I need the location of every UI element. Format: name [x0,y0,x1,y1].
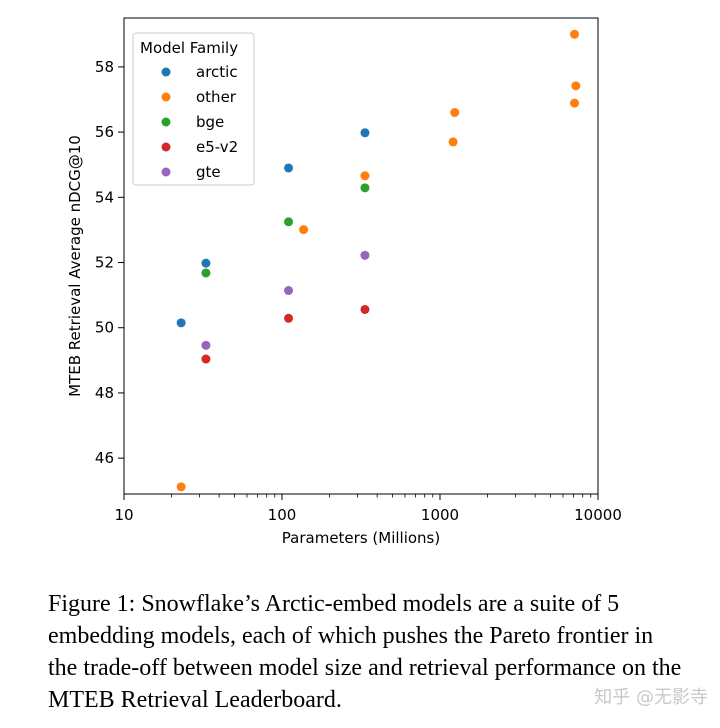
y-tick-label: 46 [95,449,114,467]
data-point-e5-v2 [284,313,294,323]
data-point-bge [360,183,370,193]
data-point-gte [360,250,370,260]
legend-label-other: other [196,88,237,106]
data-point-e5-v2 [201,354,211,364]
legend-marker-arctic [161,67,171,77]
data-point-other [176,482,186,492]
x-tick-label: 10000 [574,506,622,524]
y-tick-label: 48 [95,384,114,402]
data-point-other [569,98,579,108]
y-tick-label: 54 [95,188,114,206]
data-point-bge [201,268,211,278]
y-tick-label: 56 [95,123,114,141]
data-point-gte [284,286,294,296]
legend-marker-bge [161,117,171,127]
legend-label-e5-v2: e5-v2 [196,138,238,156]
legend: Model Family arctic other bge e5-v2 gte [132,32,255,186]
y-axis: 46 48 50 52 54 56 58 [95,58,124,467]
data-point-arctic [201,258,211,268]
watermark: 知乎 @无影寺 [594,687,708,708]
data-point-gte [201,340,211,350]
data-point-other [448,137,458,147]
scatter-chart: 10 100 1000 10000 46 48 50 52 54 56 58 Parameters… [66,17,622,547]
legend-marker-other [161,92,171,102]
y-tick-label: 50 [95,319,114,337]
data-point-other [569,29,579,39]
legend-items: arctic other bge e5-v2 gte [161,63,238,181]
data-point-other [450,108,460,118]
y-tick-label: 52 [95,254,114,272]
plot-area [123,17,599,495]
legend-title: Model Family [140,39,238,57]
y-tick-label: 58 [95,58,114,76]
legend-marker-gte [161,167,171,177]
x-tick-label: 10 [114,506,133,524]
data-point-other [571,81,581,91]
data-point-bge [284,217,294,227]
legend-label-gte: gte [196,163,221,181]
data-point-arctic [284,163,294,173]
data-point-arctic [360,128,370,138]
legend-label-arctic: arctic [196,63,238,81]
x-tick-label: 1000 [421,506,459,524]
data-point-other [360,171,370,181]
chart-marks [176,29,581,492]
y-axis-label: MTEB Retrieval Average nDCG@10 [66,135,84,397]
figure-caption: Figure 1: Snowflake’s Arctic-embed model… [48,591,682,713]
data-point-arctic [176,318,186,328]
x-tick-label: 100 [268,506,297,524]
legend-label-bge: bge [196,113,224,131]
data-point-other [299,225,309,235]
legend-marker-e5-v2 [161,142,171,152]
data-point-e5-v2 [360,304,370,314]
x-axis-label: Parameters (Millions) [282,529,440,547]
x-axis: 10 100 1000 10000 [114,494,622,524]
